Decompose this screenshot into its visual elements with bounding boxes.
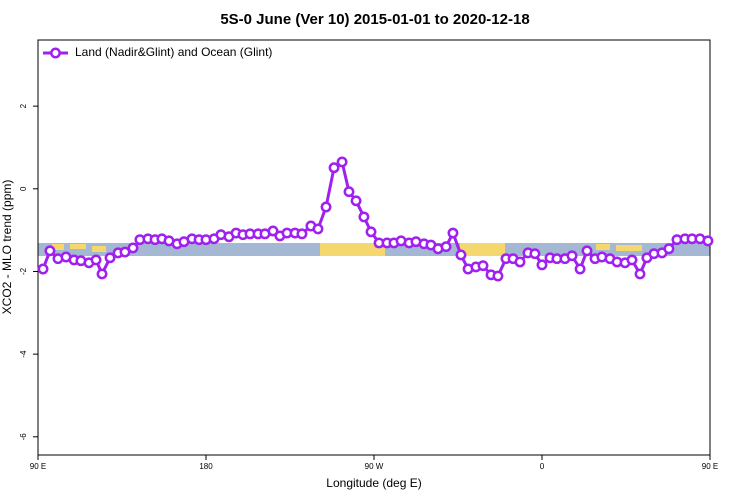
data-point xyxy=(343,186,355,198)
data-point xyxy=(96,268,108,280)
data-point xyxy=(312,223,324,235)
x-tick-label: 90 E xyxy=(702,462,718,471)
data-point xyxy=(514,256,526,268)
data-point xyxy=(440,241,452,253)
data-point xyxy=(350,195,362,207)
data-point xyxy=(90,254,102,266)
y-axis-label: XCO2 - MLO trend (ppm) xyxy=(0,180,14,315)
y-tick-label: -4 xyxy=(19,350,28,358)
legend-marker xyxy=(50,47,61,59)
data-point xyxy=(574,263,586,275)
data-point xyxy=(44,245,56,257)
data-point xyxy=(37,263,49,275)
data-point xyxy=(492,270,504,282)
data-point xyxy=(626,254,638,266)
data-point xyxy=(127,242,139,254)
data-point xyxy=(663,243,675,255)
data-point xyxy=(104,252,116,264)
y-tick-label: -6 xyxy=(19,433,28,441)
data-point xyxy=(455,249,467,261)
data-point xyxy=(328,162,340,174)
legend-label: Land (Nadir&Glint) and Ocean (Glint) xyxy=(75,45,272,59)
x-tick-label: 90 W xyxy=(365,462,384,471)
chart-title: 5S-0 June (Ver 10) 2015-01-01 to 2020-12… xyxy=(220,11,529,28)
surface-band xyxy=(38,243,710,256)
data-point xyxy=(336,156,348,168)
y-tick-label: 2 xyxy=(19,103,28,108)
data-point xyxy=(702,235,714,247)
data-point xyxy=(358,211,370,223)
data-point xyxy=(119,246,131,258)
data-point xyxy=(566,250,578,262)
x-axis-label: Longitude (deg E) xyxy=(326,476,421,490)
data-point xyxy=(296,228,308,240)
x-tick-label: 0 xyxy=(540,462,545,471)
data-point xyxy=(477,260,489,272)
data-point xyxy=(320,201,332,213)
y-tick-label: 0 xyxy=(19,186,28,191)
data-point xyxy=(634,268,646,280)
data-point xyxy=(529,248,541,260)
x-tick-label: 90 E xyxy=(30,462,46,471)
data-point xyxy=(267,225,279,237)
y-tick-label: -2 xyxy=(19,267,28,275)
data-point xyxy=(447,227,459,239)
data-point xyxy=(536,259,548,271)
x-tick-label: 180 xyxy=(199,462,213,471)
data-point xyxy=(581,245,593,257)
data-point xyxy=(365,226,377,238)
